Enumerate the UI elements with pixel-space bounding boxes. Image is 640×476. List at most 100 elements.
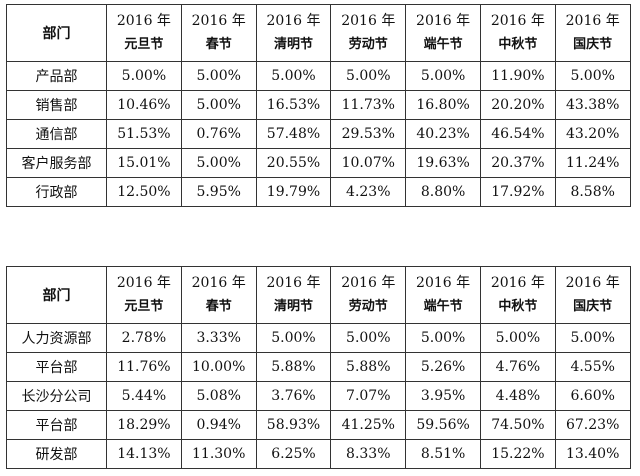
value-cell: 16.53%: [255, 90, 332, 120]
column-header-dragon-boat: 2016 年端午节: [405, 266, 481, 324]
table-row: 通信部 51.53% 0.76% 57.48% 29.53% 40.23% 46…: [6, 119, 631, 149]
value-cell: 59.56%: [405, 410, 481, 440]
dept-column-header: 部门: [6, 266, 107, 324]
value-cell: 6.25%: [255, 439, 332, 469]
value-cell: 5.00%: [405, 323, 481, 353]
value-cell: 8.58%: [554, 177, 631, 207]
dept-cell: 客户服务部: [6, 148, 107, 178]
table-row: 客户服务部 15.01% 5.00% 20.55% 10.07% 19.63% …: [6, 148, 631, 178]
value-cell: 3.76%: [255, 381, 332, 411]
value-cell: 57.48%: [255, 119, 332, 149]
value-cell: 0.76%: [180, 119, 257, 149]
column-header-new-year: 2016 年元旦节: [106, 4, 182, 62]
value-cell: 5.00%: [180, 90, 257, 120]
holiday-table-1: 部门 2016 年元旦节 2016 年春节 2016 年清明节 2016 年劳动…: [6, 4, 631, 207]
value-cell: 7.07%: [330, 381, 407, 411]
dept-cell: 平台部: [6, 410, 107, 440]
column-header-new-year: 2016 年元旦节: [106, 266, 182, 324]
column-header-dragon-boat: 2016 年端午节: [405, 4, 481, 62]
value-cell: 18.29%: [106, 410, 182, 440]
value-cell: 4.55%: [554, 352, 631, 382]
value-cell: 4.76%: [479, 352, 556, 382]
dept-cell: 研发部: [6, 439, 107, 469]
dept-column-header: 部门: [6, 4, 107, 62]
value-cell: 5.00%: [180, 148, 257, 178]
column-header-mid-autumn: 2016 年中秋节: [479, 266, 556, 324]
value-cell: 11.24%: [554, 148, 631, 178]
value-cell: 29.53%: [330, 119, 407, 149]
value-cell: 19.79%: [255, 177, 332, 207]
value-cell: 5.00%: [330, 61, 407, 91]
value-cell: 8.51%: [405, 439, 481, 469]
table-row: 长沙分公司 5.44% 5.08% 3.76% 7.07% 3.95% 4.48…: [6, 381, 631, 411]
value-cell: 8.33%: [330, 439, 407, 469]
table-row: 行政部 12.50% 5.95% 19.79% 4.23% 8.80% 17.9…: [6, 177, 631, 207]
value-cell: 5.26%: [405, 352, 481, 382]
value-cell: 11.30%: [180, 439, 257, 469]
table-row: 研发部 14.13% 11.30% 6.25% 8.33% 8.51% 15.2…: [6, 439, 631, 469]
value-cell: 10.00%: [180, 352, 257, 382]
column-header-labor-day: 2016 年劳动节: [330, 266, 407, 324]
value-cell: 43.20%: [554, 119, 631, 149]
value-cell: 5.88%: [255, 352, 332, 382]
value-cell: 11.73%: [330, 90, 407, 120]
value-cell: 5.00%: [330, 323, 407, 353]
value-cell: 5.00%: [180, 61, 257, 91]
dept-cell: 产品部: [6, 61, 107, 91]
dept-cell: 长沙分公司: [6, 381, 107, 411]
value-cell: 14.13%: [106, 439, 182, 469]
value-cell: 5.44%: [106, 381, 182, 411]
value-cell: 8.80%: [405, 177, 481, 207]
value-cell: 41.25%: [330, 410, 407, 440]
value-cell: 51.53%: [106, 119, 182, 149]
value-cell: 5.00%: [255, 61, 332, 91]
value-cell: 5.00%: [255, 323, 332, 353]
value-cell: 5.00%: [554, 61, 631, 91]
value-cell: 5.00%: [479, 323, 556, 353]
value-cell: 20.55%: [255, 148, 332, 178]
value-cell: 16.80%: [405, 90, 481, 120]
value-cell: 4.23%: [330, 177, 407, 207]
column-header-labor-day: 2016 年劳动节: [330, 4, 407, 62]
value-cell: 6.60%: [554, 381, 631, 411]
value-cell: 58.93%: [255, 410, 332, 440]
value-cell: 46.54%: [479, 119, 556, 149]
table-row: 产品部 5.00% 5.00% 5.00% 5.00% 5.00% 11.90%…: [6, 61, 631, 91]
value-cell: 74.50%: [479, 410, 556, 440]
table-header-row: 部门 2016 年元旦节 2016 年春节 2016 年清明节 2016 年劳动…: [6, 4, 631, 62]
value-cell: 11.76%: [106, 352, 182, 382]
column-header-spring-festival: 2016 年春节: [180, 4, 257, 62]
column-header-qingming: 2016 年清明节: [255, 266, 332, 324]
value-cell: 12.50%: [106, 177, 182, 207]
value-cell: 10.07%: [330, 148, 407, 178]
column-header-national-day: 2016 年国庆节: [554, 266, 631, 324]
dept-cell: 行政部: [6, 177, 107, 207]
holiday-table-2: 部门 2016 年元旦节 2016 年春节 2016 年清明节 2016 年劳动…: [6, 266, 631, 469]
value-cell: 10.46%: [106, 90, 182, 120]
value-cell: 17.92%: [479, 177, 556, 207]
value-cell: 15.01%: [106, 148, 182, 178]
value-cell: 11.90%: [479, 61, 556, 91]
table-row: 平台部 18.29% 0.94% 58.93% 41.25% 59.56% 74…: [6, 410, 631, 440]
dept-cell: 人力资源部: [6, 323, 107, 353]
dept-cell: 平台部: [6, 352, 107, 382]
value-cell: 4.48%: [479, 381, 556, 411]
table-row: 人力资源部 2.78% 3.33% 5.00% 5.00% 5.00% 5.00…: [6, 323, 631, 353]
table-header-row: 部门 2016 年元旦节 2016 年春节 2016 年清明节 2016 年劳动…: [6, 266, 631, 324]
table-row: 销售部 10.46% 5.00% 16.53% 11.73% 16.80% 20…: [6, 90, 631, 120]
value-cell: 5.00%: [106, 61, 182, 91]
value-cell: 67.23%: [554, 410, 631, 440]
column-header-qingming: 2016 年清明节: [255, 4, 332, 62]
value-cell: 20.37%: [479, 148, 556, 178]
value-cell: 19.63%: [405, 148, 481, 178]
value-cell: 3.33%: [180, 323, 257, 353]
value-cell: 13.40%: [554, 439, 631, 469]
dept-cell: 销售部: [6, 90, 107, 120]
value-cell: 5.88%: [330, 352, 407, 382]
table-row: 平台部 11.76% 10.00% 5.88% 5.88% 5.26% 4.76…: [6, 352, 631, 382]
value-cell: 5.95%: [180, 177, 257, 207]
value-cell: 15.22%: [479, 439, 556, 469]
dept-cell: 通信部: [6, 119, 107, 149]
value-cell: 40.23%: [405, 119, 481, 149]
column-header-spring-festival: 2016 年春节: [180, 266, 257, 324]
